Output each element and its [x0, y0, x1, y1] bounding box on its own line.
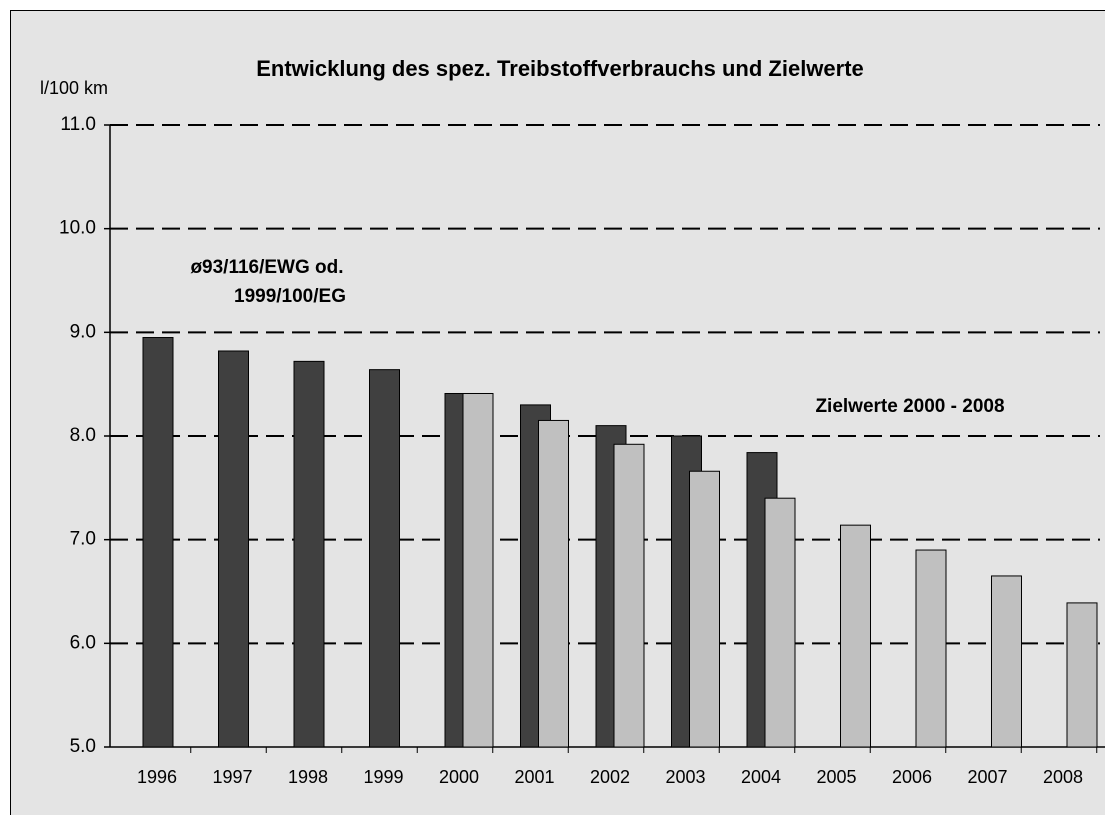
chart-title: Entwicklung des spez. Treibstoffverbrauc…	[256, 56, 864, 81]
y-tick-label: 11.0	[60, 114, 96, 135]
x-tick-label: 2005	[816, 767, 856, 787]
y-tick-label: 6.0	[70, 632, 96, 653]
y-tick-label: 9.0	[70, 321, 96, 342]
bar	[613, 443, 645, 748]
bar	[538, 419, 569, 748]
x-tick-label: 1996	[137, 767, 177, 787]
bar	[369, 369, 400, 748]
x-tick-label: 2000	[439, 767, 479, 787]
x-tick-label: 2001	[514, 767, 554, 787]
x-tick-label: 2002	[590, 767, 630, 787]
y-axis-label: l/100 km	[40, 78, 108, 98]
x-tick-label: 1997	[212, 767, 252, 787]
x-tick-label: 1998	[288, 767, 328, 787]
annotation: ø93/116/EWG od.	[190, 257, 343, 278]
bar	[462, 392, 494, 748]
bar	[1066, 602, 1098, 748]
y-tick-label: 10.0	[59, 218, 96, 239]
bar	[915, 549, 947, 748]
x-tick-label: 2004	[741, 767, 781, 787]
y-tick-label: 8.0	[70, 425, 96, 446]
bar	[689, 470, 720, 748]
x-tick-label: 2006	[892, 767, 932, 787]
bar	[764, 497, 796, 748]
bar	[991, 575, 1022, 748]
y-tick-label: 7.0	[70, 529, 96, 550]
bar	[840, 524, 871, 748]
x-tick-label: 1999	[363, 767, 403, 787]
bar	[142, 337, 174, 748]
bar	[218, 350, 249, 748]
x-tick-label: 2007	[967, 767, 1007, 787]
y-tick-label: 5.0	[70, 736, 96, 757]
bar	[293, 360, 325, 748]
x-tick-label: 2003	[665, 767, 705, 787]
annotation: Zielwerte 2000 - 2008	[815, 396, 1004, 417]
x-tick-label: 2008	[1043, 767, 1083, 787]
annotation: 1999/100/EG	[234, 286, 346, 307]
